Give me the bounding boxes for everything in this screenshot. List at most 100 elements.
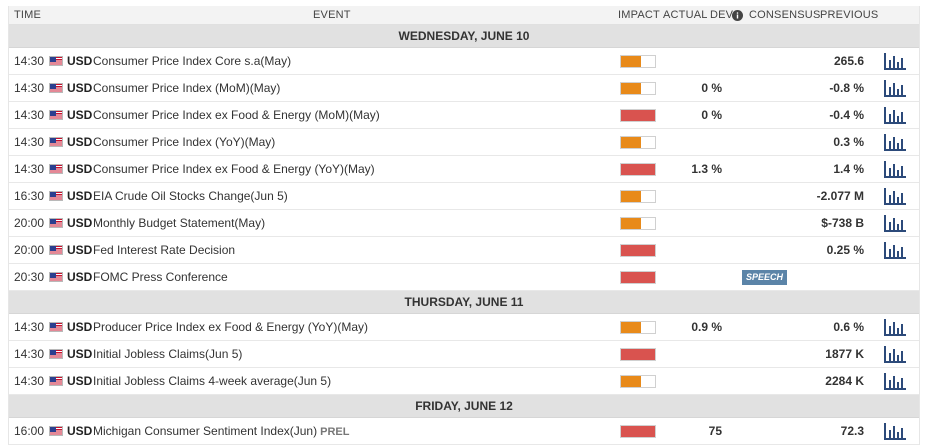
event-currency: USD (67, 270, 93, 284)
event-name-text[interactable]: Producer Price Index ex Food & Energy (Y… (93, 320, 369, 334)
info-icon[interactable] (732, 10, 743, 24)
impact-fill (621, 245, 655, 256)
event-name-text[interactable]: Monthly Budget Statement(May) (93, 216, 266, 230)
event-name-text[interactable]: Fed Interest Rate Decision (93, 243, 236, 257)
col-impact[interactable]: IMPACT (618, 9, 660, 21)
event-time: 14:30 (14, 374, 45, 388)
event-name-text[interactable]: Consumer Price Index ex Food & Energy (Y… (93, 162, 375, 176)
chart-icon[interactable] (884, 80, 906, 97)
impact-fill (621, 426, 655, 437)
event-currency: USD (67, 81, 93, 95)
event-currency: USD (67, 243, 93, 257)
event-row[interactable]: 16:00 USD Michigan Consumer Sentiment Inde… (9, 418, 919, 445)
event-row[interactable]: 20:00 USD Fed Interest Rate Decision 0.25 % (9, 237, 919, 264)
event-row[interactable]: 14:30 USD Initial Jobless Claims(Jun 5) 187… (9, 341, 919, 368)
col-event[interactable]: EVENT (313, 9, 351, 21)
event-time: 14:30 (14, 135, 45, 149)
chart-icon[interactable] (884, 188, 906, 205)
us-flag-icon (49, 426, 63, 436)
previous-value: 0.6 % (833, 320, 864, 334)
event-name[interactable]: Initial Jobless Claims(Jun 5) (93, 347, 242, 361)
event-time: 16:30 (14, 189, 45, 203)
economic-calendar: TIME EVENT IMPACT ACTUAL DEV CONSENSUS P… (8, 6, 920, 445)
previous-value: 0.3 % (833, 135, 864, 149)
event-name-text[interactable]: Consumer Price Index (YoY)(May) (93, 135, 276, 149)
impact-meter (620, 244, 656, 257)
chart-icon[interactable] (884, 53, 906, 70)
col-actual[interactable]: ACTUAL (663, 9, 708, 21)
chart-icon[interactable] (884, 373, 906, 390)
col-time[interactable]: TIME (14, 9, 42, 21)
event-name[interactable]: EIA Crude Oil Stocks Change(Jun 5) (93, 189, 288, 203)
col-consensus[interactable]: CONSENSUS (749, 9, 821, 21)
event-time: 20:00 (14, 243, 45, 257)
event-row[interactable]: 14:30 USD Consumer Price Index (YoY)(May) 0… (9, 129, 919, 156)
impact-fill (621, 218, 641, 229)
previous-value: -0.4 % (829, 108, 864, 122)
impact-fill (621, 137, 641, 148)
event-row[interactable]: 14:30 USD Producer Price Index ex Food & E… (9, 314, 919, 341)
us-flag-icon (49, 191, 63, 201)
event-name[interactable]: Producer Price Index ex Food & Energy (Y… (93, 320, 368, 334)
impact-fill (621, 110, 655, 121)
chart-icon[interactable] (884, 423, 906, 440)
event-name-text[interactable]: FOMC Press Conference (93, 270, 228, 284)
event-row[interactable]: 14:30 USD Consumer Price Index Core s.a(Ma… (9, 48, 919, 75)
col-previous[interactable]: PREVIOUS (820, 9, 879, 21)
previous-value: -2.077 M (816, 189, 864, 203)
col-dev[interactable]: DEV (710, 9, 734, 21)
event-name[interactable]: Initial Jobless Claims 4-week average(Ju… (93, 374, 331, 388)
chart-icon[interactable] (884, 215, 906, 232)
event-name[interactable]: Fed Interest Rate Decision (93, 243, 235, 257)
chart-icon[interactable] (884, 319, 906, 336)
event-name[interactable]: Consumer Price Index ex Food & Energy (Y… (93, 162, 375, 176)
event-name-text[interactable]: Consumer Price Index (MoM)(May) (93, 81, 281, 95)
event-name[interactable]: Consumer Price Index ex Food & Energy (M… (93, 108, 380, 122)
consensus-value: 0 % (701, 108, 722, 122)
previous-value: 0.25 % (826, 243, 864, 257)
previous-value: 1.4 % (833, 162, 864, 176)
day-header: WEDNESDAY, JUNE 10 (9, 25, 919, 48)
event-currency: USD (67, 108, 93, 122)
event-name-text[interactable]: Michigan Consumer Sentiment Index(Jun) (93, 424, 318, 438)
previous-value: 2284 K (825, 374, 864, 388)
event-name[interactable]: Consumer Price Index Core s.a(May) (93, 54, 291, 68)
event-row[interactable]: 14:30 USD Consumer Price Index ex Food & E… (9, 156, 919, 183)
event-currency: USD (67, 135, 93, 149)
impact-meter (620, 109, 656, 122)
event-row[interactable]: 20:00 USD Monthly Budget Statement(May) $-7… (9, 210, 919, 237)
event-row[interactable]: 14:30 USD Consumer Price Index ex Food & E… (9, 102, 919, 129)
consensus-value: 75 (708, 424, 722, 438)
event-name-text[interactable]: Consumer Price Index ex Food & Energy (M… (93, 108, 380, 122)
event-name[interactable]: Consumer Price Index (YoY)(May) (93, 135, 275, 149)
chart-icon[interactable] (884, 346, 906, 363)
impact-meter (620, 348, 656, 361)
event-name[interactable]: FOMC Press Conference (93, 270, 228, 284)
chart-icon[interactable] (884, 107, 906, 124)
impact-fill (621, 322, 641, 333)
chart-icon[interactable] (884, 242, 906, 259)
event-row[interactable]: 14:30 USD Initial Jobless Claims 4-week av… (9, 368, 919, 395)
event-name[interactable]: Consumer Price Index (MoM)(May) (93, 81, 280, 95)
impact-fill (621, 191, 641, 202)
event-time: 14:30 (14, 54, 45, 68)
event-row[interactable]: 14:30 USD Consumer Price Index (MoM)(May) 0… (9, 75, 919, 102)
event-row[interactable]: 20:30 USD FOMC Press Conference SPEECH (9, 264, 919, 291)
event-time: 20:30 (14, 270, 45, 284)
event-name-text[interactable]: Initial Jobless Claims 4-week average(Ju… (93, 374, 332, 388)
table-header: TIME EVENT IMPACT ACTUAL DEV CONSENSUS P… (9, 6, 919, 25)
event-name-text[interactable]: Consumer Price Index Core s.a(May) (93, 54, 292, 68)
consensus-value: 0.9 % (691, 320, 722, 334)
impact-fill (621, 83, 641, 94)
impact-meter (620, 136, 656, 149)
event-currency: USD (67, 424, 93, 438)
event-name[interactable]: Michigan Consumer Sentiment Index(Jun) PR… (93, 424, 349, 438)
event-name-text[interactable]: EIA Crude Oil Stocks Change(Jun 5) (93, 189, 288, 203)
event-name-text[interactable]: Initial Jobless Claims(Jun 5) (93, 347, 243, 361)
event-time: 14:30 (14, 81, 45, 95)
event-row[interactable]: 16:30 USD EIA Crude Oil Stocks Change(Jun … (9, 183, 919, 210)
chart-icon[interactable] (884, 134, 906, 151)
chart-icon[interactable] (884, 161, 906, 178)
event-time: 14:30 (14, 320, 45, 334)
event-name[interactable]: Monthly Budget Statement(May) (93, 216, 265, 230)
